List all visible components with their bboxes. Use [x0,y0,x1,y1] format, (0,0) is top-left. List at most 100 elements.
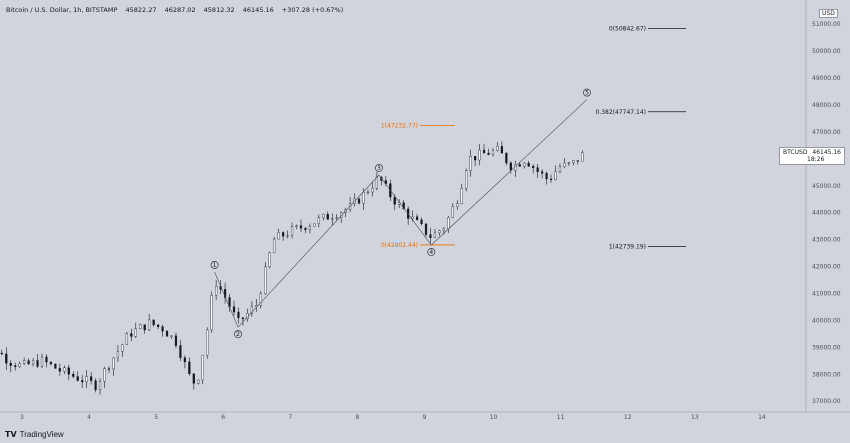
candle-body [335,217,338,219]
candle-body [415,216,419,221]
candle-body [107,368,111,370]
wave-line [237,174,380,328]
candle-body [491,150,495,155]
wave-number-label: 4 [429,249,433,256]
candle-body [94,380,97,391]
candle-body [308,226,312,230]
time-tick-label: 10 [490,414,498,421]
candle-body [125,333,128,345]
wave-line [214,271,239,328]
candle-body [27,360,30,365]
candle-body [393,196,396,205]
candle-body [206,329,209,356]
candle-body [478,149,481,161]
candle-body [241,317,245,320]
candle-body [183,357,186,363]
candle-body [532,166,535,168]
candle-body [90,376,93,381]
time-tick-label: 7 [288,414,292,421]
candle-body [210,295,213,331]
candle-body [188,361,191,374]
candle-body [63,367,66,372]
candle-body [545,173,548,180]
price-tick-label: 38000.00 [812,371,841,378]
candle-body [326,214,329,220]
candle-body [130,333,133,337]
candle-body [474,156,477,161]
candle-body [174,335,178,346]
candle-body [197,379,200,384]
price-tick-label: 37000.00 [812,398,841,405]
candle-body [14,365,17,367]
candle-body [442,228,445,232]
candle-body [371,188,374,193]
time-tick-label: 13 [691,414,699,421]
candle-body [165,330,169,337]
tradingview-logo-text: TradingView [19,430,64,439]
price-badge-price: 46145.16 [812,149,842,156]
price-tick-label: 51000.00 [812,21,841,28]
candle-body [85,376,88,383]
currency-toggle[interactable]: USD [819,9,838,18]
candle-body [264,266,267,294]
price-tick-label: 40000.00 [812,317,841,324]
fib-level-label: 0.382(47747.14) [596,109,647,116]
candle-body [500,146,504,154]
candle-body [313,223,316,227]
wave-line [378,174,432,246]
candle-body [496,146,499,151]
candle-body [576,160,579,162]
time-tick-label: 3 [20,414,24,421]
wave-marker [427,248,436,256]
candle-body [170,335,173,337]
candle-body [259,293,262,306]
candle-body [572,160,575,163]
candle-body [40,356,44,367]
candle-body [433,232,437,238]
candle-body [438,230,441,234]
candle-body [49,361,53,365]
candle-body [268,252,271,268]
candle-body [558,166,562,172]
price-badge-ticker: BTCUSD [783,149,808,156]
price-tick-label: 39000.00 [812,344,841,351]
candle-body [563,162,566,167]
candle-body [505,152,508,164]
fib-level-label: 0(50842.67) [609,25,646,32]
candle-body [362,192,365,204]
candle-body [76,376,79,381]
candle-body [215,286,218,296]
candle-body [81,380,84,383]
candle-body [18,363,21,367]
tradingview-logo[interactable]: 𝗧𝗩 TradingView [5,430,64,439]
time-tick-label: 6 [221,414,225,421]
candle-body [156,324,160,327]
candle-body [509,162,512,171]
price-tick-label: 44000.00 [812,210,841,217]
candle-body [250,306,253,314]
candle-body [424,223,428,235]
candle-body [447,217,450,230]
wave-marker [375,164,383,172]
price-tick-label: 42000.00 [812,264,841,271]
candle-body [290,226,294,236]
candle-body [420,219,423,225]
symbol-name[interactable]: Bitcoin / U.S. Dollar, 1h, BITSTAMP [6,6,118,14]
candle-body [36,360,39,367]
candle-body [237,311,240,318]
candle-body [23,360,26,364]
candle-body [192,373,195,384]
fib-level-label: 1(42739.19) [609,244,646,251]
price-tick-label: 45000.00 [812,183,841,190]
candle-body [201,354,204,381]
time-tick-label: 8 [356,414,360,421]
candle-body [139,324,142,330]
candle-body [282,232,285,237]
candle-body [0,352,3,355]
candle-body [465,170,468,189]
candle-body [286,235,289,237]
candle-body [299,225,303,229]
candle-body [375,176,378,189]
